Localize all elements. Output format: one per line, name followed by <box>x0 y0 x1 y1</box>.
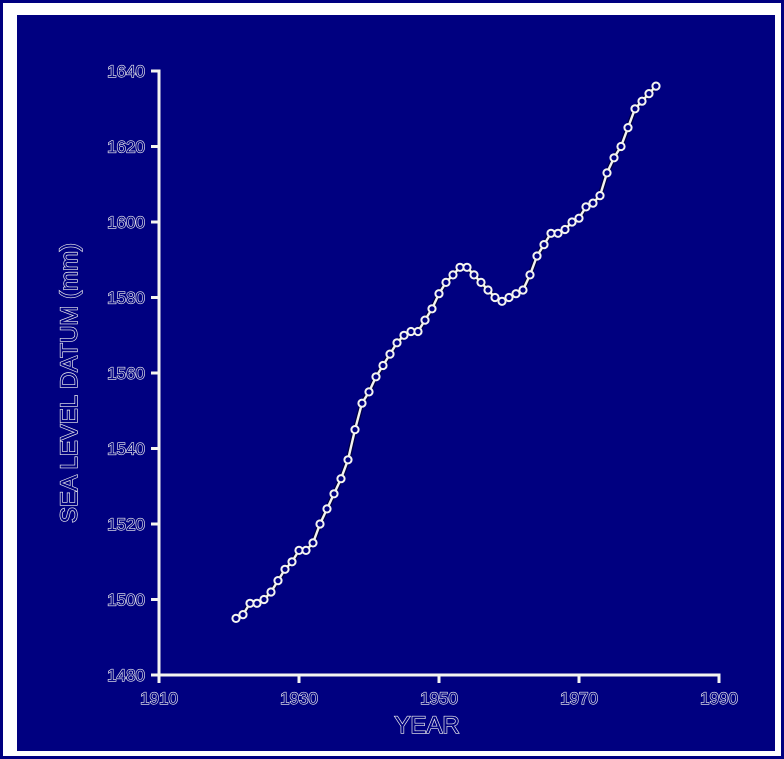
data-point <box>476 277 486 287</box>
data-point <box>399 330 409 340</box>
data-point <box>308 538 318 548</box>
y-tick-label: 1620 <box>107 138 145 157</box>
data-point <box>287 557 297 567</box>
data-point <box>427 304 437 314</box>
data-point <box>315 519 325 529</box>
data-point <box>266 587 276 597</box>
x-tick-label: 1970 <box>560 689 598 708</box>
data-point <box>574 213 584 223</box>
data-point <box>448 270 458 280</box>
data-point <box>490 292 500 303</box>
data-point <box>378 360 388 371</box>
y-tick-label: 1500 <box>107 591 145 610</box>
data-point <box>364 387 374 397</box>
data-point <box>525 270 535 280</box>
data-point <box>581 202 591 212</box>
data-point <box>553 228 563 238</box>
data-point <box>231 613 241 624</box>
data-point <box>322 504 332 514</box>
y-tick-label: 1560 <box>107 364 145 383</box>
data-point <box>336 474 346 484</box>
series-line-outline <box>234 84 658 621</box>
series-line-path <box>235 85 657 620</box>
data-point <box>651 81 661 91</box>
plot-panel: 1480 1500 1520 1540 1560 1580 1600 1620 1640 1910… <box>17 15 775 751</box>
y-tick-label: 1600 <box>107 213 145 232</box>
data-point <box>329 489 339 499</box>
data-point <box>238 610 248 620</box>
y-axis-title: SEA LEVEL DATUM (mm) <box>56 243 83 523</box>
data-point <box>637 96 647 106</box>
axes <box>157 69 721 677</box>
series-line <box>234 84 658 621</box>
sea-level-chart: 1480 1500 1520 1540 1560 1580 1600 1620 1640 1910… <box>55 61 739 739</box>
data-point <box>567 217 577 227</box>
x-tick-label: 1930 <box>280 689 318 708</box>
data-point <box>392 338 402 348</box>
data-point <box>371 372 381 382</box>
data-point <box>595 191 605 201</box>
data-point <box>539 240 549 250</box>
x-axis-title: YEAR <box>394 712 459 739</box>
data-point <box>462 262 472 272</box>
data-point <box>301 545 311 556</box>
data-point <box>588 198 598 208</box>
data-point <box>434 289 444 299</box>
data-point <box>385 349 395 359</box>
data-point <box>532 251 542 261</box>
data-points <box>231 81 661 624</box>
data-point <box>630 104 640 114</box>
data-point <box>252 598 262 608</box>
data-point <box>273 576 283 586</box>
y-tick-label: 1480 <box>107 666 145 685</box>
data-point <box>469 270 479 280</box>
data-point <box>343 455 353 465</box>
x-tick-label: 1950 <box>420 689 458 708</box>
data-point <box>616 141 626 152</box>
x-tick-label: 1910 <box>140 689 178 708</box>
data-point <box>483 285 493 295</box>
data-point <box>350 425 360 435</box>
data-point <box>420 315 430 325</box>
y-tick-label: 1640 <box>107 62 145 81</box>
data-point <box>259 594 269 605</box>
data-point <box>511 289 521 299</box>
data-point <box>602 168 612 178</box>
y-tick-label: 1580 <box>107 289 145 308</box>
y-tick-label: 1540 <box>107 440 145 459</box>
data-point <box>644 89 654 99</box>
data-point <box>441 277 451 287</box>
data-point <box>609 153 619 163</box>
data-point <box>357 398 367 408</box>
y-tick-label: 1520 <box>107 515 145 534</box>
data-point <box>518 285 528 295</box>
data-point <box>280 564 290 574</box>
data-point <box>623 123 633 133</box>
data-point <box>413 326 423 337</box>
ticks: 1480 1500 1520 1540 1560 1580 1600 1620 1640 1910… <box>107 61 739 708</box>
data-point <box>560 224 570 235</box>
data-point <box>497 296 507 306</box>
x-tick-label: 1990 <box>700 689 738 708</box>
data-point <box>504 292 514 303</box>
